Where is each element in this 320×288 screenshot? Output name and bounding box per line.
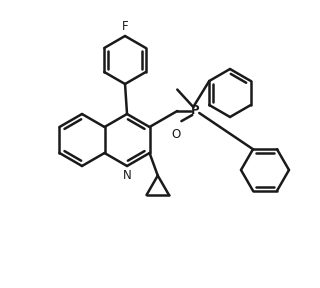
Text: F: F: [122, 20, 128, 33]
Text: O: O: [172, 128, 181, 141]
Text: P: P: [191, 105, 200, 118]
Text: N: N: [123, 169, 132, 182]
